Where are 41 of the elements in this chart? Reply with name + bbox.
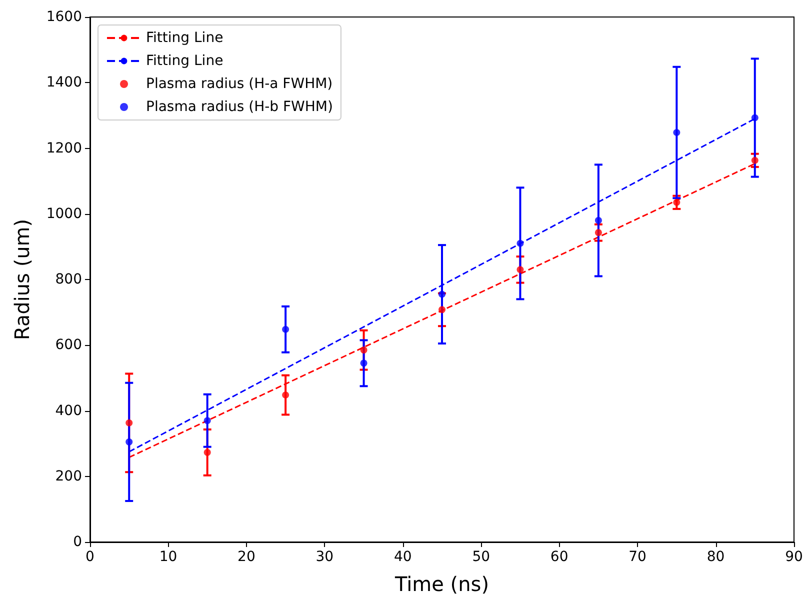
y-tick-label: 1600 (46, 9, 82, 25)
y-tick-label: 1200 (46, 140, 82, 156)
y-tick-label: 800 (55, 272, 82, 288)
point (204, 417, 211, 424)
legend-label: Fitting Line (146, 53, 224, 69)
legend-label: Fitting Line (146, 30, 224, 46)
x-tick-label: 90 (785, 549, 803, 565)
x-tick-label: 50 (472, 549, 490, 565)
point (751, 156, 758, 164)
x-axis-title: Time (ns) (394, 572, 490, 596)
x-tick-label: 70 (628, 549, 646, 565)
legend-label: Plasma radius (H-b FWHM) (146, 99, 333, 115)
y-tick-label: 0 (73, 534, 82, 550)
y-tick-label: 200 (55, 468, 82, 484)
point (282, 392, 290, 398)
point (516, 240, 524, 247)
point (126, 438, 133, 446)
legend-label: Plasma radius (H-a FWHM) (146, 76, 333, 92)
point (126, 419, 133, 426)
y-axis-title: Radius (um) (10, 218, 34, 340)
x-tick-label: 30 (316, 549, 334, 565)
point (516, 266, 524, 274)
y-tick-label: 600 (55, 337, 82, 354)
point (594, 229, 602, 236)
x-tick-label: 20 (238, 549, 256, 565)
x-tick-label: 10 (159, 549, 178, 565)
y-tick-label: 1000 (46, 206, 82, 222)
point (360, 346, 368, 354)
point (204, 448, 211, 456)
y-tick-label: 1400 (46, 74, 82, 91)
x-tick-label: 40 (394, 549, 412, 565)
x-tick-label: 0 (86, 549, 94, 565)
point (360, 360, 368, 367)
x-tick-label: 80 (706, 549, 725, 565)
point (438, 306, 446, 314)
point (282, 326, 290, 333)
y-tick-label: 400 (55, 402, 82, 419)
point (438, 290, 446, 298)
x-tick-label: 60 (550, 549, 568, 565)
point (751, 114, 758, 122)
point (673, 129, 680, 136)
